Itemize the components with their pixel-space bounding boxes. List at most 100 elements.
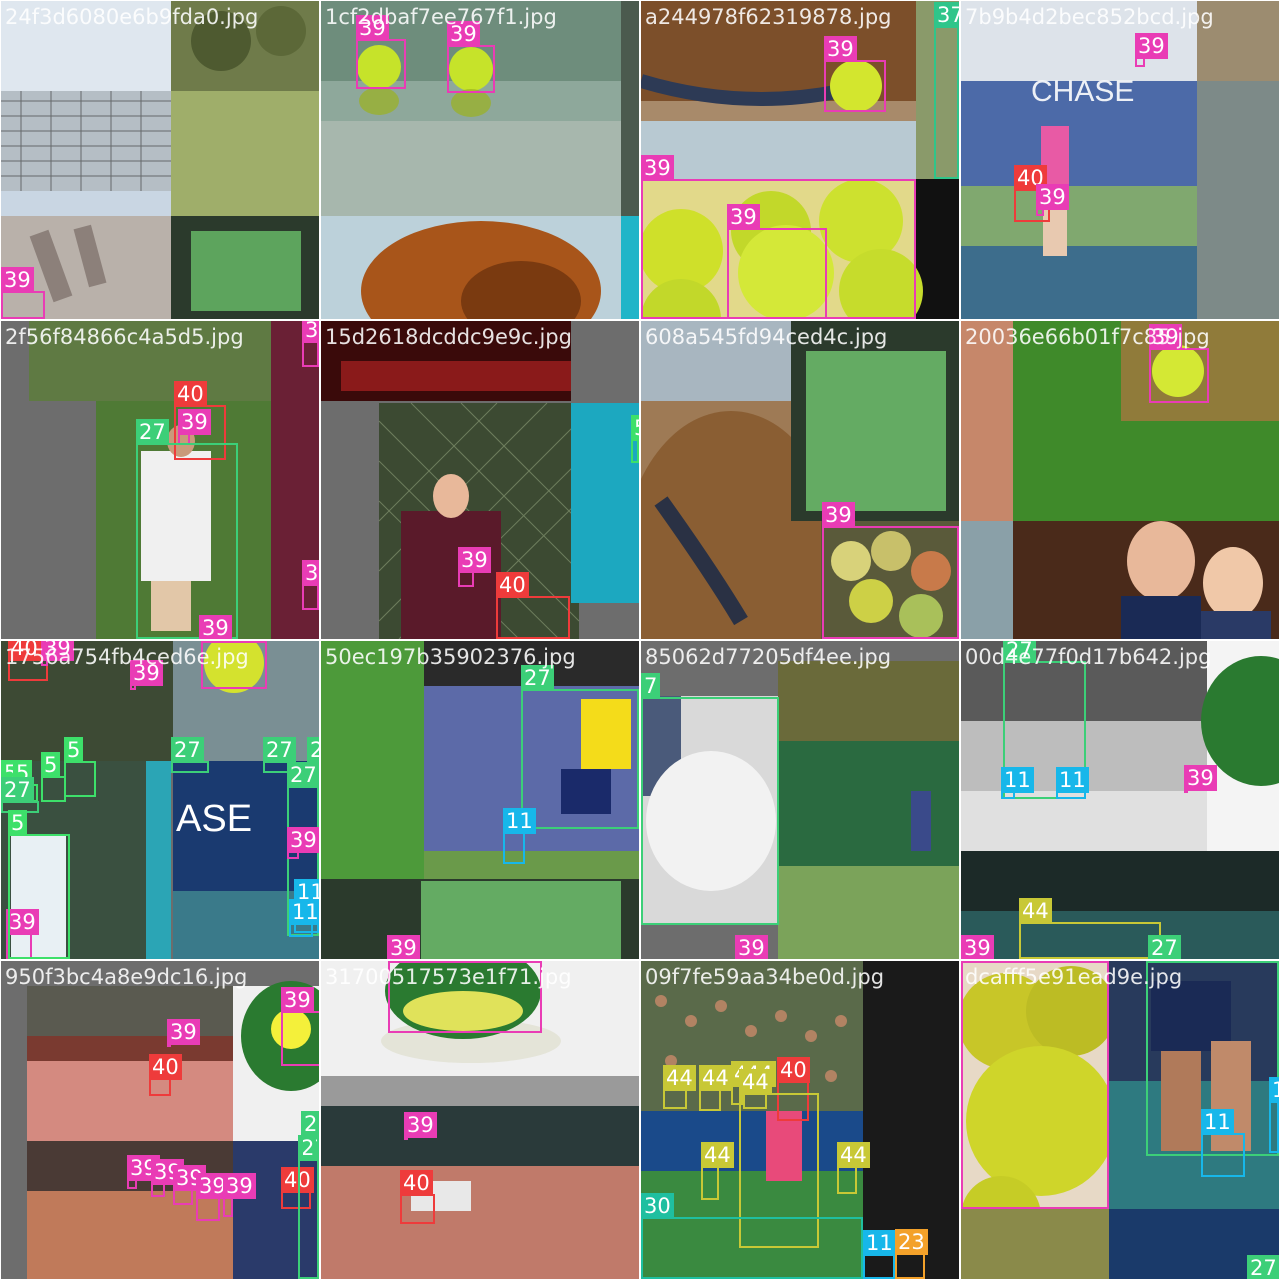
tile-filename: a244978f62319878.jpg [645, 5, 892, 29]
bbox: 30 [641, 1193, 863, 1279]
tile-filename: 15d2618dcddc9e9c.jpg [325, 325, 572, 349]
bbox: 39 [356, 15, 406, 89]
bbox-label: 11 [503, 808, 536, 834]
tile: 20036e66b01f7c85.jpg 39 [961, 321, 1279, 639]
bbox: 39 [824, 36, 886, 112]
bbox-label: 39 [404, 1112, 437, 1138]
bbox-label: 40 [496, 572, 529, 598]
bbox-label: 27 [1148, 935, 1181, 959]
bbox: 39 [223, 1173, 256, 1217]
bbox: 39 [1036, 184, 1069, 216]
bbox-label: 27 [301, 1111, 319, 1137]
tile-filename: 50ec197b35902376.jpg [325, 645, 576, 669]
bbox-label: 39 [822, 502, 855, 528]
bbox-label: 44 [699, 1065, 732, 1091]
bbox-label: 39 [302, 321, 319, 343]
bbox: 39 [178, 409, 211, 445]
bbox-label: 39 [1036, 184, 1069, 210]
tile-image [641, 641, 959, 959]
bbox-label: 40 [777, 1057, 810, 1083]
bbox-label: 39 [130, 660, 163, 686]
bbox-label: 39 [961, 961, 994, 963]
bbox-label: 39 [287, 827, 319, 853]
bbox: 40 [149, 1054, 182, 1096]
bbox: 39 [388, 961, 542, 1033]
bbox-label: 27 [287, 762, 319, 788]
bbox: 40 [777, 1057, 810, 1121]
tile: 31700517573e1f71.jpg 39 39 40 [321, 961, 639, 1279]
bbox: 27 [301, 1111, 319, 1159]
bbox-label: 27 [521, 665, 554, 691]
bbox: 5 [41, 752, 66, 802]
bbox-label: 44 [701, 1142, 734, 1168]
bbox-label: 11 [863, 1230, 896, 1256]
bbox: 5 [8, 810, 70, 959]
bbox: 39 [1184, 765, 1217, 793]
tile-filename: dcafff5e91ead9e.jpg [965, 965, 1183, 989]
tile-filename: 24f3d6080e6b9fda0.jpg [5, 5, 259, 29]
bbox: 44 [837, 1142, 870, 1194]
bbox: 39 [167, 1019, 200, 1047]
tile-filename: 09f7fe59aa34be0d.jpg [645, 965, 885, 989]
bbox: 44 [1019, 898, 1161, 959]
bbox: 11 [289, 899, 319, 937]
bbox: 11 [1056, 767, 1089, 799]
bbox-label: 40 [8, 641, 41, 661]
tile: 608a545fd94ced4c.jpg 39 [641, 321, 959, 639]
bbox-label: 7 [641, 673, 661, 699]
bbox-label: 39 [447, 21, 480, 47]
bbox: 39 [130, 660, 163, 690]
tile: 50ec197b35902376.jpg 27 11 39 [321, 641, 639, 959]
bbox: 39 [151, 1159, 184, 1197]
bbox: 40 [281, 1167, 314, 1209]
bbox: 39 [281, 987, 319, 1066]
tile-filename: 00d4e77f0d17b642.jpg [965, 645, 1212, 669]
bbox-label: 5 [8, 810, 28, 836]
tile-image [1, 1, 319, 319]
bbox-label: 27 [307, 737, 319, 763]
bbox-label: 39 [199, 615, 232, 639]
bbox-label: 39 [1184, 765, 1217, 791]
bbox-label: 27 [263, 737, 296, 763]
bbox-label: 37 [934, 2, 959, 28]
bbox: 39 [727, 204, 827, 319]
bbox: 39 [458, 547, 491, 587]
bbox: 11 [1001, 767, 1034, 799]
tile-filename: 2f56f84866c4a5d5.jpg [5, 325, 244, 349]
bbox-label: 5 [41, 752, 61, 778]
tile: CHASE 7b9b4d2bec852bcd.jpg 39 40 39 [961, 1, 1279, 319]
bbox-label: 27 [136, 419, 169, 445]
tile-filename: 31700517573e1f71.jpg [325, 965, 572, 989]
tile-filename: 85062d77205df4ee.jpg [645, 645, 892, 669]
bbox: 39 [196, 1173, 229, 1221]
bbox-label: 5 [631, 415, 639, 441]
bbox-label: 40 [1014, 165, 1047, 191]
tile-image [1, 321, 319, 639]
bbox-label: 39 [388, 961, 421, 963]
bbox: 11 [503, 808, 536, 864]
bbox: 39 [822, 502, 959, 639]
bbox-label: 11 [1201, 1109, 1234, 1135]
bbox-label: 11 [1056, 767, 1089, 793]
bbox-label: 27 [1146, 961, 1179, 963]
bbox-label: 39 [302, 560, 319, 586]
bbox-label: 39 [356, 15, 389, 41]
bbox-label: 11 [1001, 767, 1034, 793]
tile-filename: 1756a754fb4ced6e.jpg [5, 645, 249, 669]
bbox: 39 [302, 321, 319, 367]
bbox-label: 39 [1, 267, 34, 293]
tile: 2f56f84866c4a5d5.jpg 39 40 39 27 39 39 [1, 321, 319, 639]
bbox: 39 [1149, 324, 1209, 403]
bbox: 27 [1003, 641, 1086, 799]
bbox: 27 [171, 737, 209, 773]
tile: dcafff5e91ead9e.jpg 39 27 11 11 27 [961, 961, 1279, 1279]
bbox: 11 [1201, 1109, 1245, 1177]
tile-image [321, 641, 639, 959]
bbox: 39 [404, 1112, 437, 1140]
bbox-label: 44 [739, 1069, 772, 1095]
bbox-label: 40 [149, 1054, 182, 1080]
bbox-label: 39 [641, 155, 674, 181]
bbox-label: 39 [961, 935, 994, 959]
tile-filename: 7b9b4d2bec852bcd.jpg [965, 5, 1214, 29]
